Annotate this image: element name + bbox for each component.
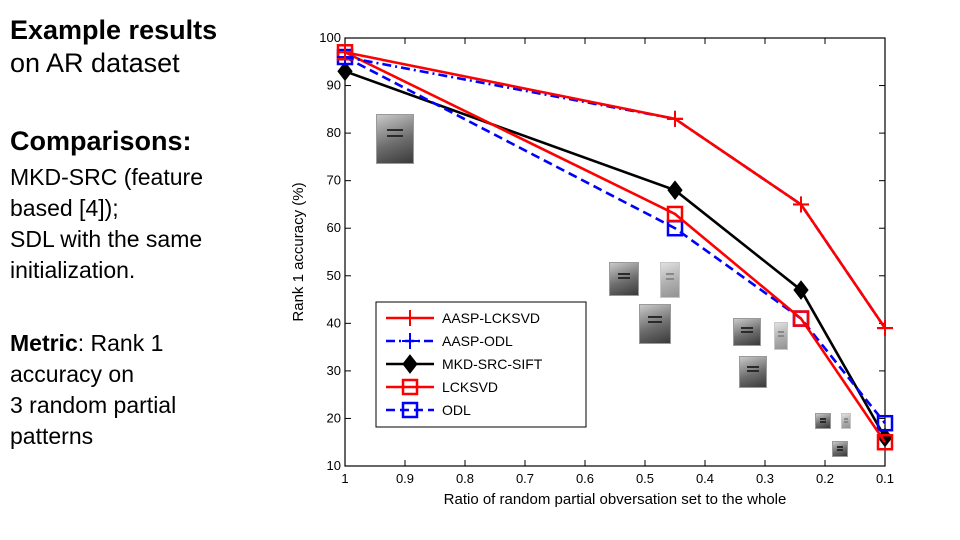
series-line-mkd-src-sift	[344, 70, 887, 439]
y-tick-label: 50	[327, 268, 341, 283]
y-tick-label: 60	[327, 220, 341, 235]
face-thumbnail-partial-7	[815, 413, 831, 429]
face-thumbnail-partial-1	[609, 262, 639, 296]
series-line-lcksvd	[344, 51, 887, 443]
metric-line-2: accuracy on	[10, 361, 135, 387]
legend-label: MKD-SRC-SIFT	[442, 356, 543, 372]
data-point-odl	[876, 414, 894, 432]
legend-marker	[402, 310, 418, 326]
data-point-mkd-src-sift	[793, 280, 809, 300]
comparison-line-1: MKD-SRC (feature	[10, 164, 203, 190]
face-thumbnail-full	[376, 114, 414, 164]
series-line-aasp-lcksvd	[344, 50, 887, 329]
metric-line-4: patterns	[10, 423, 94, 449]
x-tick-label: 1	[341, 471, 348, 486]
face-thumbnail-partial-9	[832, 441, 848, 457]
comparison-line-2: based [4]);	[10, 195, 119, 221]
face-thumbnail-partial-5	[774, 322, 788, 350]
slide-title: Example results	[10, 15, 218, 45]
data-point-lcksvd	[666, 205, 684, 223]
x-tick-label: 0.1	[876, 471, 894, 486]
data-point-aasp-lcksvd	[877, 320, 893, 337]
metric-line-3: 3 random partial	[10, 392, 177, 418]
face-thumbnail-partial-3	[639, 304, 671, 344]
x-tick-label: 0.6	[576, 471, 594, 486]
metric-label: Metric	[10, 330, 78, 356]
slide-subtitle: on AR dataset	[10, 48, 180, 78]
series-line-odl	[344, 55, 887, 425]
y-tick-label: 20	[327, 410, 341, 425]
data-point-lcksvd	[792, 310, 810, 327]
comparisons-heading: Comparisons:	[10, 126, 192, 156]
y-tick-label: 80	[327, 125, 341, 140]
metric-value: : Rank 1	[77, 330, 164, 356]
data-point-mkd-src-sift	[667, 180, 683, 200]
legend-label: ODL	[442, 402, 471, 418]
legend-marker	[401, 378, 419, 396]
y-tick-label: 40	[327, 315, 341, 330]
data-point-aasp-lcksvd	[667, 110, 683, 127]
y-tick-label: 100	[319, 30, 341, 45]
comparison-line-4: initialization.	[10, 257, 136, 283]
accuracy-line-chart: 1 0.9 0.8 0.7 0.6 0.5 0.4 0.3 0.2 0.1 10 20 30 40 50 60…	[290, 30, 894, 508]
slide-text: Example results on AR dataset Comparison…	[10, 14, 270, 452]
y-tick-label: 90	[327, 78, 341, 93]
y-tick-label: 10	[327, 458, 341, 473]
legend-marker	[402, 354, 418, 374]
x-tick-label: 0.9	[396, 471, 414, 486]
x-tick-label: 0.5	[636, 471, 654, 486]
face-thumbnail-partial-4	[733, 318, 761, 346]
x-tick-label: 0.7	[516, 471, 534, 486]
metric-line-1: Metric: Rank 1	[10, 328, 270, 359]
face-thumbnail-partial-2	[660, 262, 680, 298]
y-tick-label: 70	[327, 173, 341, 188]
data-point-mkd-src-sift	[337, 61, 353, 82]
legend-marker	[402, 333, 418, 349]
x-tick-label: 0.8	[456, 471, 474, 486]
legend-label: AASP-ODL	[442, 333, 513, 349]
x-tick-label: 0.2	[816, 471, 834, 486]
y-axis-label: Rank 1 accuracy (%)	[290, 182, 307, 321]
legend-marker	[401, 401, 419, 419]
x-tick-label: 0.4	[696, 471, 714, 486]
face-thumbnail-partial-8	[841, 413, 851, 429]
comparison-line-3: SDL with the same	[10, 226, 203, 252]
legend-label: AASP-LCKSVD	[442, 310, 540, 326]
face-thumbnail-partial-6	[739, 356, 767, 388]
data-point-aasp-lcksvd	[793, 196, 809, 213]
x-tick-label: 0.3	[756, 471, 774, 486]
data-point-lcksvd	[876, 433, 894, 451]
y-tick-label: 30	[327, 363, 341, 378]
legend-label: LCKSVD	[442, 379, 498, 395]
data-point-aasp-lcksvd	[337, 44, 353, 61]
x-axis-label: Ratio of random partial obversation set …	[444, 491, 787, 508]
